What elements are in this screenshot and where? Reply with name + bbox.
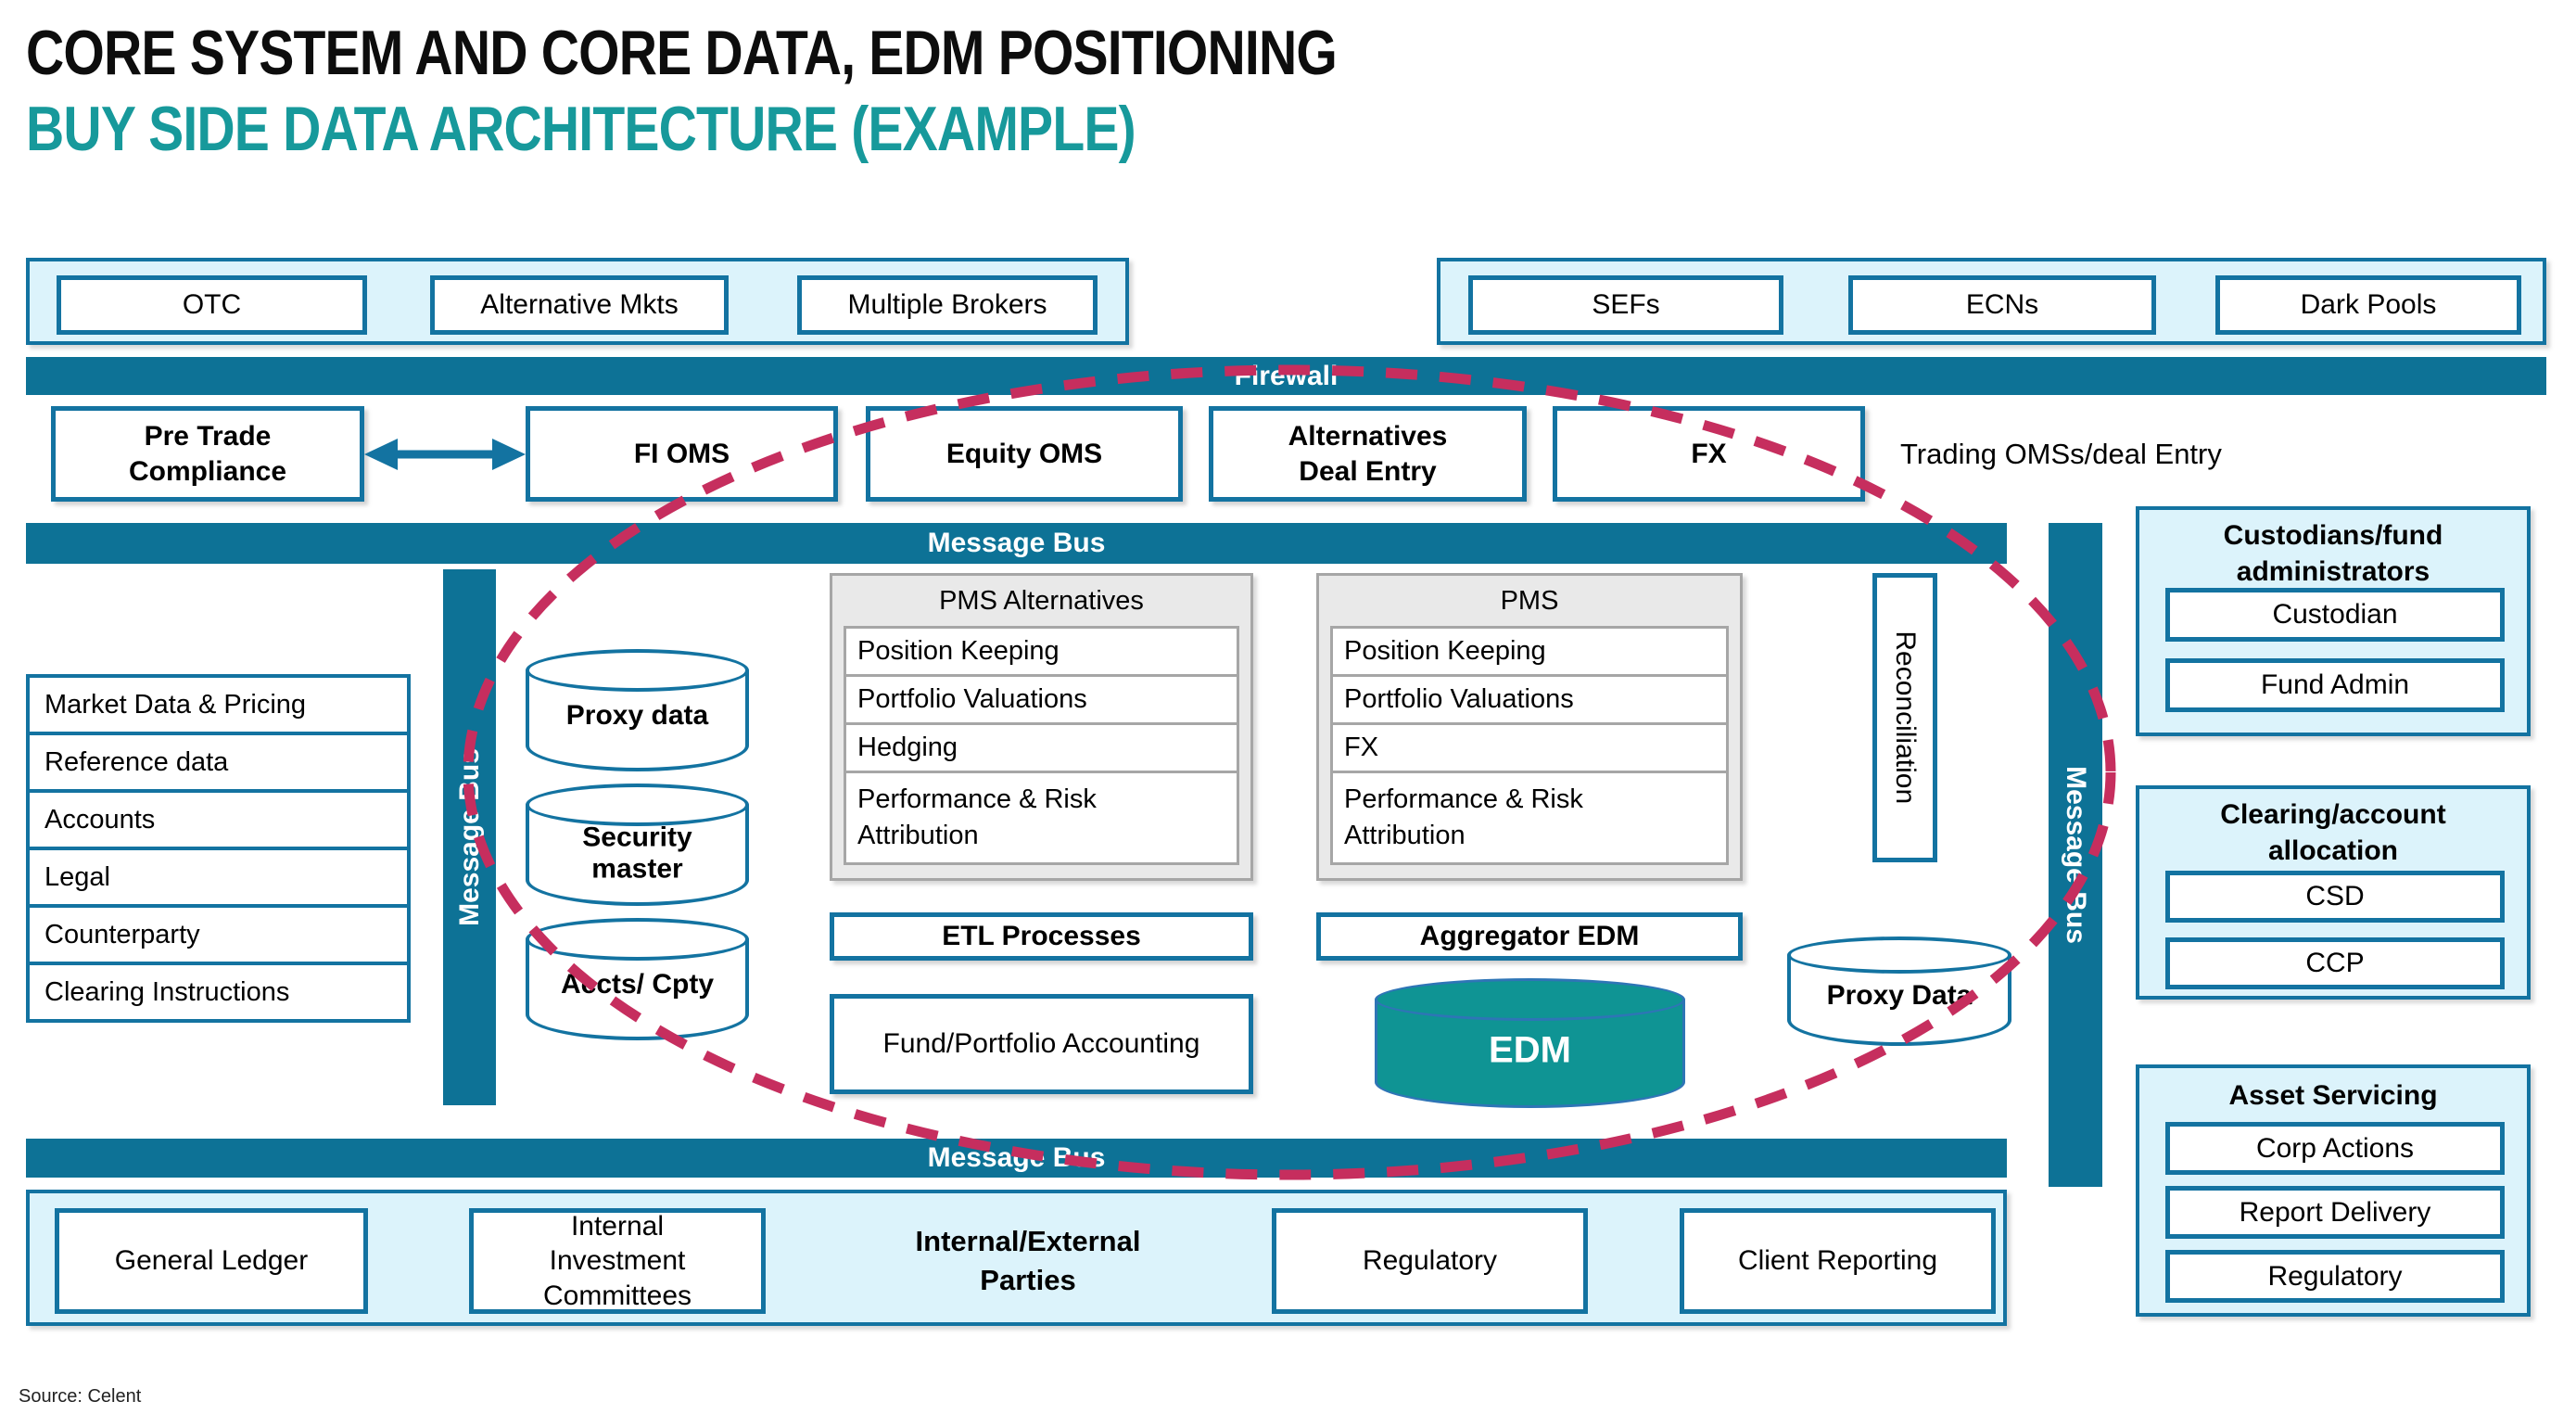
pms-row: Hedging	[844, 722, 1239, 773]
cylinder-top	[526, 649, 749, 692]
security-master-cylinder: Security master	[526, 784, 749, 906]
custodians-title: Custodians/fund administrators	[2223, 520, 2443, 587]
pms-rows: Position Keeping Portfolio Valuations FX…	[1330, 626, 1729, 865]
pms-row: Portfolio Valuations	[844, 674, 1239, 725]
list-item: Market Data & Pricing	[26, 674, 411, 735]
asset-servicing-title: Asset Servicing	[2228, 1080, 2438, 1111]
source-box-alternative-mkts: Alternative Mkts	[430, 275, 729, 335]
list-item: Accounts	[26, 789, 411, 850]
double-arrow-icon	[364, 439, 526, 470]
pms-alternatives-title: PMS Alternatives	[939, 585, 1144, 616]
message-bus-vertical-left: Message Bus	[443, 569, 496, 1105]
internal-external-parties-panel: General Ledger Internal Investment Commi…	[26, 1190, 2007, 1326]
cylinder-top	[1375, 978, 1685, 1021]
page-title: CORE SYSTEM AND CORE DATA, EDM POSITIONI…	[26, 18, 1338, 88]
cylinder-label: Security master	[582, 822, 692, 885]
ccp-box: CCP	[2165, 937, 2505, 989]
page-subtitle: BUY SIDE DATA ARCHITECTURE (EXAMPLE)	[26, 94, 1136, 164]
clearing-title: Clearing/account allocation	[2220, 799, 2446, 866]
pms-alternatives-group: PMS Alternatives Position Keeping Portfo…	[830, 573, 1253, 881]
pms-row: FX	[1330, 722, 1729, 773]
cylinder-top	[526, 784, 749, 826]
cylinder-label: Accts/ Cpty	[560, 968, 715, 1000]
regulatory-delivery-box: Regulatory	[2165, 1250, 2505, 1303]
fx-box: FX	[1553, 406, 1865, 502]
pms-group: PMS Position Keeping Portfolio Valuation…	[1316, 573, 1743, 881]
pre-trade-compliance-box: Pre Trade Compliance	[51, 406, 364, 502]
pms-row: Portfolio Valuations	[1330, 674, 1729, 725]
internal-investment-committees-box: Internal Investment Committees	[469, 1208, 766, 1314]
aggregator-edm-box: Aggregator EDM	[1316, 912, 1743, 961]
list-item: Clearing Instructions	[26, 962, 411, 1023]
source-box-multiple-brokers: Multiple Brokers	[797, 275, 1098, 335]
csd-box: CSD	[2165, 871, 2505, 923]
source-box-ecns: ECNs	[1848, 275, 2156, 335]
market-sources-right-panel: SEFs ECNs Dark Pools	[1437, 258, 2546, 345]
fi-oms-box: FI OMS	[526, 406, 838, 502]
client-reporting-box: Client Reporting	[1680, 1208, 1996, 1314]
alternatives-deal-entry-box: Alternatives Deal Entry	[1209, 406, 1527, 502]
asset-servicing-panel: Asset Servicing Corp Actions Report Deli…	[2136, 1064, 2531, 1317]
pms-row: Performance & Risk Attribution	[1330, 771, 1729, 865]
regulatory-box: Regulatory	[1272, 1208, 1588, 1314]
cylinder-label: Proxy Data	[1826, 980, 1973, 1012]
etl-processes-box: ETL Processes	[830, 912, 1253, 961]
custodians-panel: Custodians/fund administrators Custodian…	[2136, 506, 2531, 736]
cylinder-top	[526, 918, 749, 961]
custodian-box: Custodian	[2165, 588, 2505, 642]
internal-external-parties-label: Internal/External Parties	[915, 1225, 1141, 1296]
source-box-dark-pools: Dark Pools	[2215, 275, 2521, 335]
list-item: Legal	[26, 847, 411, 908]
message-bus-bar-top: Message Bus	[26, 523, 2007, 564]
message-bus-vertical-right: Message Bus	[2049, 523, 2102, 1187]
edm-cylinder: EDM	[1375, 978, 1685, 1108]
reconciliation-label: Reconciliation	[1889, 631, 1921, 805]
corp-actions-box: Corp Actions	[2165, 1122, 2505, 1175]
market-sources-left-panel: OTC Alternative Mkts Multiple Brokers	[26, 258, 1129, 345]
proxy-data-cylinder: Proxy data	[526, 649, 749, 771]
trading-oms-caption: Trading OMSs/deal Entry	[1900, 437, 2222, 470]
proxy-data-right-cylinder: Proxy Data	[1787, 936, 2011, 1046]
accts-cpty-cylinder: Accts/ Cpty	[526, 918, 749, 1040]
equity-oms-box: Equity OMS	[866, 406, 1183, 502]
pms-row: Performance & Risk Attribution	[844, 771, 1239, 865]
pms-row: Position Keeping	[844, 626, 1239, 677]
cylinder-top	[1787, 936, 2011, 974]
message-bus-vertical-left-label: Message Bus	[453, 748, 485, 926]
fund-admin-box: Fund Admin	[2165, 658, 2505, 712]
pms-alternatives-rows: Position Keeping Portfolio Valuations He…	[844, 626, 1239, 865]
report-delivery-box: Report Delivery	[2165, 1186, 2505, 1239]
pms-row: Position Keeping	[1330, 626, 1729, 677]
fund-portfolio-accounting-box: Fund/Portfolio Accounting	[830, 994, 1253, 1094]
cylinder-label: Proxy data	[565, 699, 709, 731]
general-ledger-box: General Ledger	[55, 1208, 368, 1314]
source-box-sefs: SEFs	[1468, 275, 1783, 335]
message-bus-vertical-right-label: Message Bus	[2061, 766, 2091, 944]
core-data-list: Market Data & Pricing Reference data Acc…	[26, 674, 411, 1023]
source-note: Source: Celent	[19, 1386, 142, 1407]
firewall-bar: Firewall	[26, 357, 2546, 395]
list-item: Counterparty	[26, 904, 411, 965]
pms-title: PMS	[1500, 585, 1559, 616]
cylinder-label: EDM	[1489, 1029, 1571, 1071]
message-bus-bar-bottom: Message Bus	[26, 1139, 2007, 1178]
reconciliation-box: Reconciliation	[1872, 573, 1937, 862]
source-box-otc: OTC	[57, 275, 367, 335]
clearing-panel: Clearing/account allocation CSD CCP	[2136, 785, 2531, 1000]
list-item: Reference data	[26, 732, 411, 793]
